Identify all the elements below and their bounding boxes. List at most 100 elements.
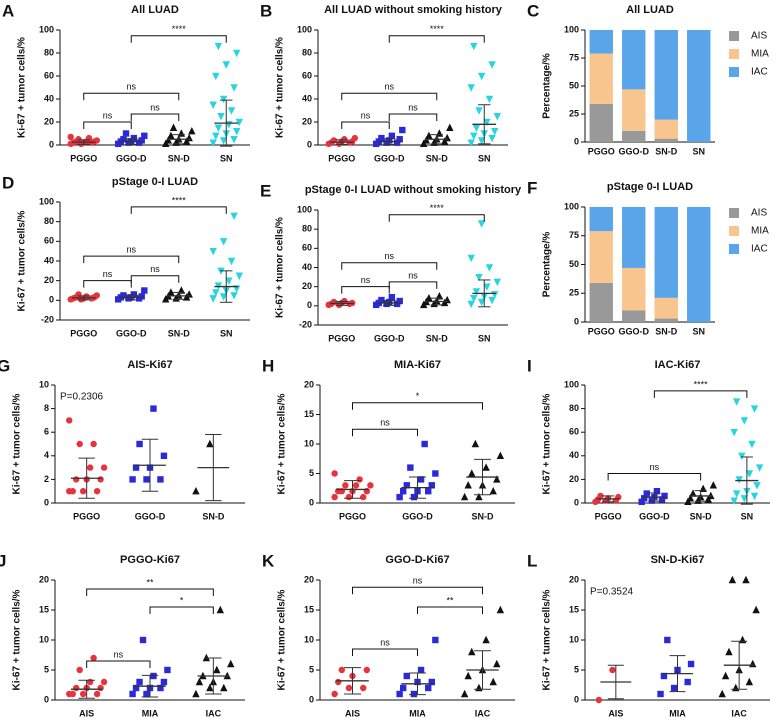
data-point <box>136 440 143 448</box>
data-point <box>76 440 83 448</box>
significance-label: **** <box>694 379 709 389</box>
panel-label: F <box>527 178 537 197</box>
x-tick-label: SN-D <box>168 153 190 163</box>
data-point <box>661 492 668 500</box>
data-point <box>733 398 741 406</box>
data-point <box>90 440 97 448</box>
y-tick-label: 20 <box>44 275 54 285</box>
data-point <box>217 113 225 121</box>
data-point <box>595 696 603 704</box>
data-point <box>227 659 235 668</box>
data-point <box>138 137 145 144</box>
data-point <box>684 678 691 686</box>
annotation: P=0.3524 <box>590 587 634 598</box>
data-point <box>130 134 138 142</box>
significance-bracket <box>417 606 483 614</box>
data-point <box>475 273 483 282</box>
y-tick-label: 6 <box>44 427 49 437</box>
data-point <box>470 294 478 303</box>
y-tick-label: 4 <box>44 450 49 460</box>
legend-swatch <box>729 208 739 218</box>
bar-segment <box>622 267 646 311</box>
data-point <box>192 487 200 495</box>
x-tick-label: PGGO <box>339 511 366 521</box>
data-point <box>212 72 220 81</box>
chart-title: All LUAD without smoking history <box>324 4 503 16</box>
data-point <box>725 647 733 656</box>
data-point <box>740 417 749 425</box>
data-point <box>489 677 497 686</box>
y-tick-label: 100 <box>564 379 579 389</box>
data-point <box>160 678 168 686</box>
y-axis-label: Ki-67 + tumor cells/% <box>17 37 28 138</box>
x-tick-label: PGGO <box>588 326 615 336</box>
data-point <box>136 678 143 686</box>
y-tick-label: 15 <box>304 604 314 614</box>
data-point <box>138 293 145 300</box>
data-point <box>230 136 238 144</box>
data-point <box>475 683 483 692</box>
significance-label: ns <box>380 418 390 428</box>
y-axis-label: Percentage/% <box>542 53 553 119</box>
data-point <box>219 293 228 301</box>
data-point <box>670 684 678 692</box>
data-point <box>475 492 483 501</box>
data-point <box>331 493 338 501</box>
x-tick-label: SN <box>478 153 491 163</box>
data-point <box>122 130 130 137</box>
data-point <box>483 118 491 127</box>
x-tick-label: MIA <box>409 708 426 718</box>
data-point <box>742 575 750 584</box>
data-point <box>150 405 157 412</box>
data-point <box>331 470 338 477</box>
data-point <box>417 666 425 674</box>
y-tick-label: 0 <box>44 497 49 507</box>
data-point <box>477 72 486 81</box>
data-point <box>475 107 483 115</box>
bar-segment <box>589 30 613 54</box>
data-point <box>157 684 164 692</box>
significance-bracket <box>341 92 438 101</box>
data-point <box>129 690 136 698</box>
y-tick-label: 100 <box>39 196 54 206</box>
y-tick-label: 0 <box>574 136 579 146</box>
y-tick-label: -20 <box>41 314 54 324</box>
data-point <box>732 683 740 692</box>
x-tick-label: GGO-D <box>639 511 670 521</box>
data-point <box>745 470 754 478</box>
data-point <box>222 61 230 69</box>
significance-bracket <box>341 262 438 270</box>
legend-swatch <box>729 244 739 254</box>
data-point <box>488 134 496 143</box>
chart-title: pStage 0-I LUAD without smoking history <box>305 184 522 196</box>
data-point <box>482 463 490 471</box>
x-tick-label: SN <box>220 328 233 338</box>
data-point <box>150 672 157 680</box>
data-point <box>351 134 359 142</box>
y-tick-label: 0 <box>309 694 314 704</box>
x-tick-label: IAC <box>475 708 491 718</box>
data-point <box>718 689 726 698</box>
data-point <box>143 690 150 698</box>
data-point <box>209 295 217 303</box>
data-point <box>73 684 80 692</box>
data-point <box>396 690 403 698</box>
data-point <box>425 488 432 495</box>
data-point <box>686 494 695 502</box>
data-point <box>464 481 472 489</box>
data-point <box>73 476 80 483</box>
data-point <box>378 296 385 304</box>
data-point <box>230 212 238 220</box>
data-point <box>139 636 147 644</box>
data-point <box>687 660 695 668</box>
legend-label: IAC <box>751 67 768 78</box>
data-point <box>157 476 164 483</box>
panel-label: H <box>262 356 274 375</box>
y-tick-label: 0 <box>307 300 312 310</box>
significance-bracket <box>130 206 227 214</box>
x-tick-label: SN <box>692 326 705 336</box>
data-point <box>472 124 481 132</box>
chart-title: All LUAD <box>626 4 674 16</box>
data-point <box>460 689 469 698</box>
chart-title: GGO-D-Ki67 <box>385 554 449 566</box>
